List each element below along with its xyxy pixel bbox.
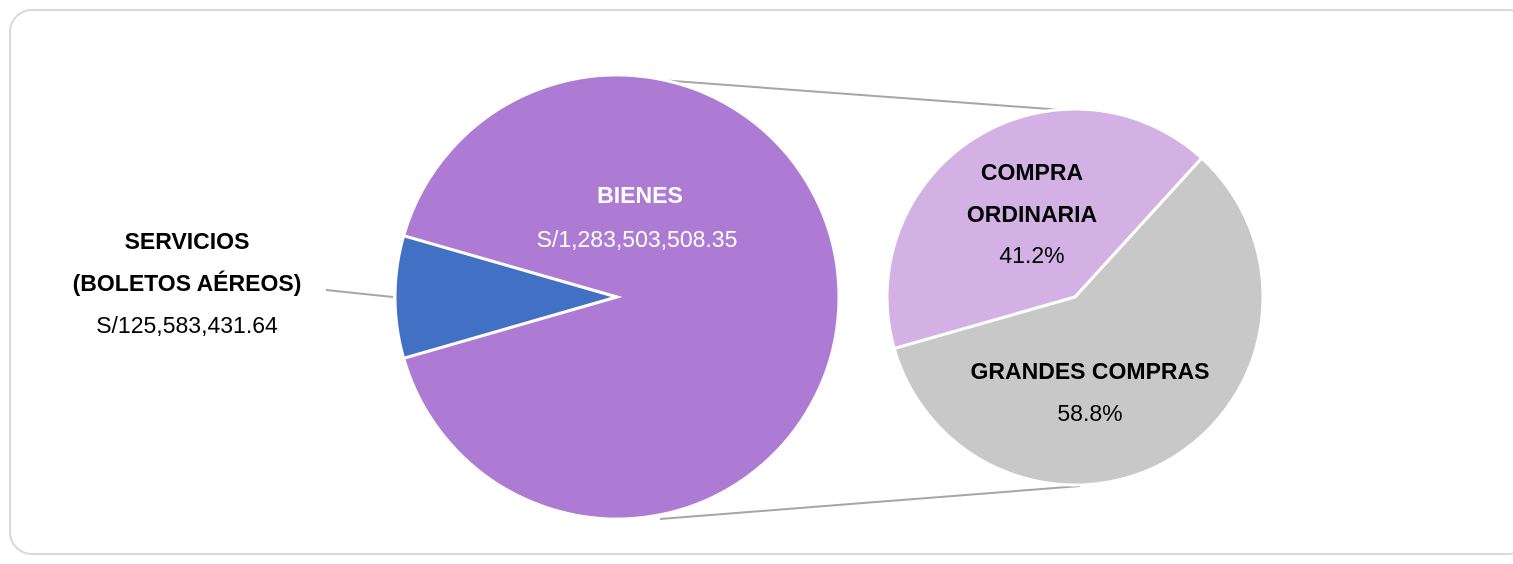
slice-value: S/125,583,431.64 (96, 312, 278, 338)
slice-name: COMPRA ORDINARIA (966, 159, 1098, 227)
pie-slice (401, 73, 841, 521)
connector (659, 485, 1081, 520)
slice-name: SERVICIOS (BOLETOS AÉREOS) (72, 228, 302, 296)
slice-value: S/1,283,503,508.35 (536, 226, 738, 252)
slice-value: 58.8% (1057, 400, 1123, 426)
pie-slice (885, 107, 1204, 351)
slice-value: 41.2% (999, 242, 1065, 268)
pie-slice (393, 233, 623, 361)
connector (659, 79, 1064, 111)
pie-slice (892, 156, 1265, 487)
slice-name: GRANDES COMPRAS (970, 358, 1210, 384)
leader-line (325, 289, 394, 298)
slice-name: BIENES (597, 182, 683, 208)
